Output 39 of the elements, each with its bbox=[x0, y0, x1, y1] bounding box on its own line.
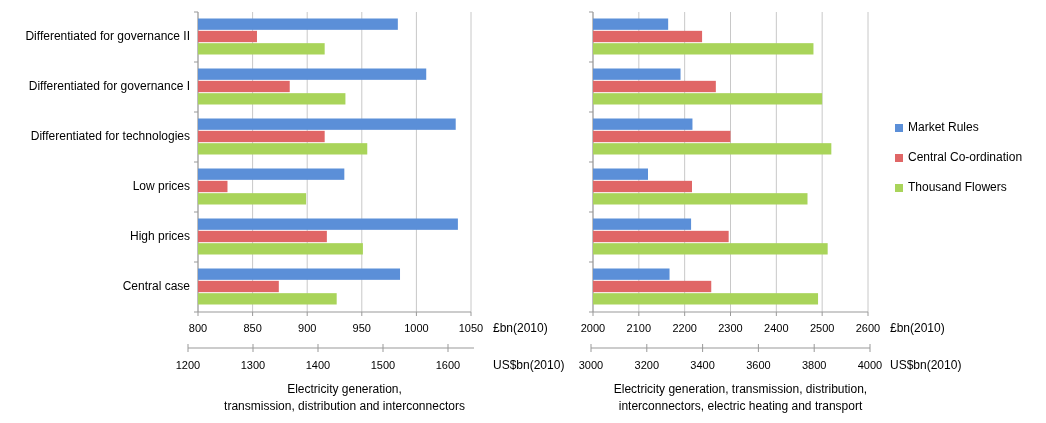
x-tick-label: 2200 bbox=[672, 322, 697, 334]
text: Electricity generation, transmission, distribution, interconnectors, electric heating and transport bbox=[613, 382, 868, 413]
y-tick-label: Differentiated for governance I bbox=[28, 79, 190, 94]
x2-tick-label: 3600 bbox=[746, 359, 771, 371]
x-tick-label: 900 bbox=[298, 322, 317, 334]
y-tick-label: Differentiated for governance II bbox=[25, 29, 190, 44]
x2-tick-label: 1500 bbox=[370, 359, 396, 371]
x2-tick-label: 3200 bbox=[634, 359, 660, 371]
x2-tick-label: 3000 bbox=[578, 359, 604, 371]
x2-tick-label: 1400 bbox=[305, 359, 331, 371]
x-tick-label: 1000 bbox=[404, 322, 429, 334]
x-tick-label: 2600 bbox=[855, 322, 881, 334]
x-tick-label: 2300 bbox=[718, 322, 743, 334]
x2-tick-label: 3400 bbox=[690, 359, 715, 371]
x2-tick-label: 1300 bbox=[240, 359, 266, 371]
x-axis-title: £bn(2010) bbox=[493, 321, 548, 335]
y-tick-label: Low prices bbox=[132, 179, 190, 194]
y-tick-label: Central case bbox=[122, 279, 191, 294]
x-tick-label: 1050 bbox=[458, 322, 484, 334]
x2-tick-label: 4000 bbox=[857, 359, 883, 371]
x2-tick-label: 1200 bbox=[175, 359, 201, 371]
x2-tick-label: 1600 bbox=[435, 359, 461, 371]
x-axis-title: £bn(2010) bbox=[890, 321, 945, 335]
y-tick-label: High prices bbox=[129, 229, 190, 244]
x-tick-label: 950 bbox=[352, 322, 371, 334]
legend-label: Market Rules bbox=[908, 120, 979, 135]
x2-axis-title: US$bn(2010) bbox=[493, 358, 565, 372]
x-tick-label: 800 bbox=[188, 322, 208, 334]
x-tick-label: 2500 bbox=[809, 322, 835, 334]
x-tick-label: 2100 bbox=[626, 322, 652, 334]
x-tick-label: 850 bbox=[243, 322, 262, 334]
text: Electricity generation, transmission, distribution and interconnectors bbox=[224, 382, 465, 413]
legend-label: Thousand Flowers bbox=[908, 180, 1007, 195]
x2-tick-label: 3800 bbox=[801, 359, 827, 371]
x-tick-label: 2000 bbox=[580, 322, 606, 334]
y-tick-label: Differentiated for technologies bbox=[30, 129, 190, 144]
x-tick-label: 2400 bbox=[764, 322, 789, 334]
legend-label: Central Co-ordination bbox=[908, 150, 1023, 165]
x2-axis-title: US$bn(2010) bbox=[890, 358, 962, 372]
